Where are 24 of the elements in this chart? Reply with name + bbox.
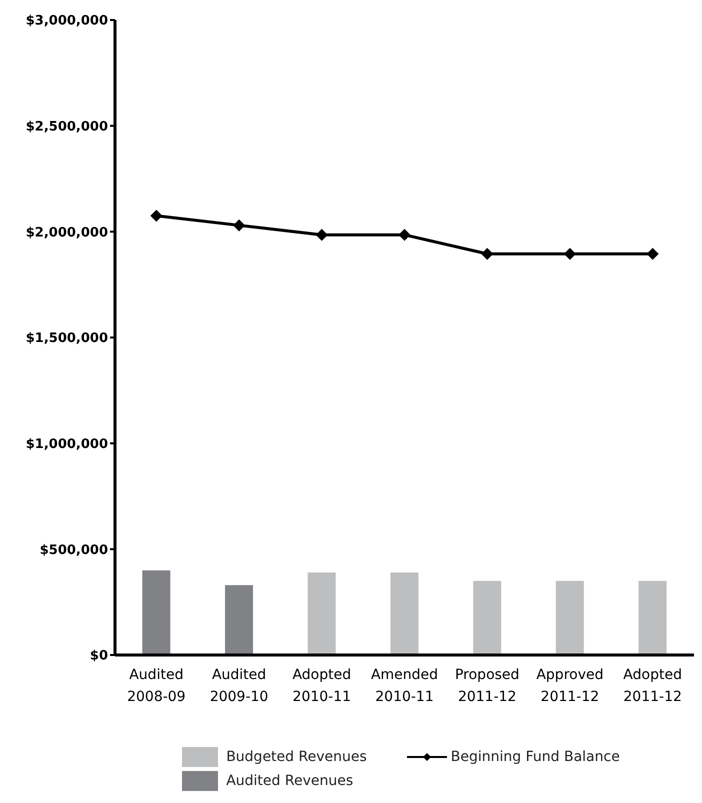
point [646,248,659,260]
point [316,228,328,241]
legend-label: Budgeted Revenues [226,749,367,765]
point [398,228,410,241]
y-tick-label: $500,000 [40,542,108,558]
x-tick-label: Audited 2008-09 [127,667,186,705]
x-tick-label: Audited 2009-10 [210,667,268,705]
x-tick-label: Amended 2010-11 [370,667,438,705]
point [564,248,576,260]
x-tick-label: Proposed 2011-12 [454,667,520,705]
legend-label: Audited Revenues [226,773,354,789]
x-tick-label: Adopted 2011-12 [623,667,682,705]
x-tick-label: Adopted 2010-11 [292,667,352,705]
y-tick-label: $1,000,000 [26,436,108,452]
y-tick-label: $0 [90,648,108,664]
y-tick-label: $1,500,000 [26,331,108,346]
point [150,210,162,222]
y-tick-label: $3,000,000 [26,14,108,29]
point [481,248,494,260]
y-tick-label: $2,000,000 [26,225,108,240]
x-tick-label: Approved 2011-12 [536,667,604,705]
y-tick-label: $2,500,000 [26,119,108,134]
point [233,219,246,232]
legend-label: Beginning Fund Balance [450,749,620,765]
